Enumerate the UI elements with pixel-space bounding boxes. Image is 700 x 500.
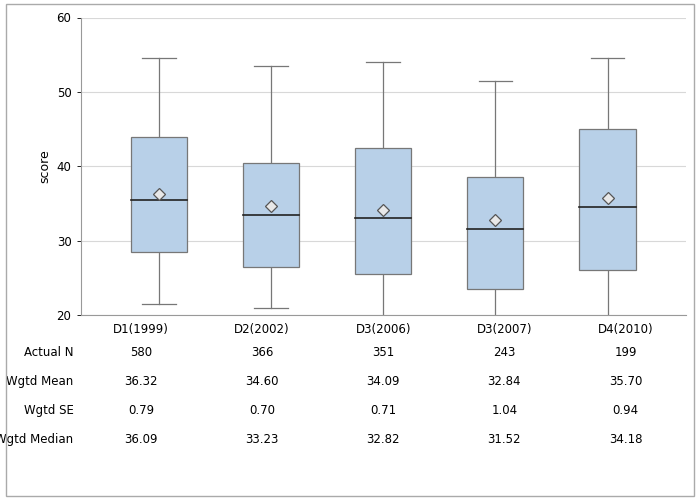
Text: 36.09: 36.09 xyxy=(125,433,158,446)
Y-axis label: score: score xyxy=(38,150,51,183)
Bar xyxy=(355,148,412,274)
Text: Wgtd Mean: Wgtd Mean xyxy=(6,375,74,388)
Text: D3(2006): D3(2006) xyxy=(356,322,411,336)
Text: 34.18: 34.18 xyxy=(609,433,642,446)
Text: 0.71: 0.71 xyxy=(370,404,396,417)
Text: 1.04: 1.04 xyxy=(491,404,517,417)
Text: 199: 199 xyxy=(614,346,637,359)
Text: D1(1999): D1(1999) xyxy=(113,322,169,336)
Text: 32.82: 32.82 xyxy=(367,433,400,446)
Text: 0.94: 0.94 xyxy=(612,404,638,417)
Text: D3(2007): D3(2007) xyxy=(477,322,532,336)
Text: 34.09: 34.09 xyxy=(367,375,400,388)
Text: 31.52: 31.52 xyxy=(488,433,521,446)
Text: 35.70: 35.70 xyxy=(609,375,642,388)
Text: Actual N: Actual N xyxy=(24,346,74,359)
Text: 0.79: 0.79 xyxy=(128,404,154,417)
Text: Wgtd SE: Wgtd SE xyxy=(24,404,74,417)
Text: D4(2010): D4(2010) xyxy=(598,322,653,336)
Text: 36.32: 36.32 xyxy=(125,375,158,388)
Text: 366: 366 xyxy=(251,346,273,359)
Text: 0.70: 0.70 xyxy=(249,404,275,417)
Text: 33.23: 33.23 xyxy=(246,433,279,446)
Bar xyxy=(468,178,524,289)
Text: 243: 243 xyxy=(494,346,515,359)
Text: 351: 351 xyxy=(372,346,394,359)
Bar xyxy=(243,162,299,266)
Bar xyxy=(131,136,187,252)
Text: 32.84: 32.84 xyxy=(488,375,521,388)
Text: 580: 580 xyxy=(130,346,152,359)
Bar xyxy=(580,129,636,270)
Text: 34.60: 34.60 xyxy=(246,375,279,388)
Text: Wgtd Median: Wgtd Median xyxy=(0,433,74,446)
Text: D2(2002): D2(2002) xyxy=(234,322,290,336)
